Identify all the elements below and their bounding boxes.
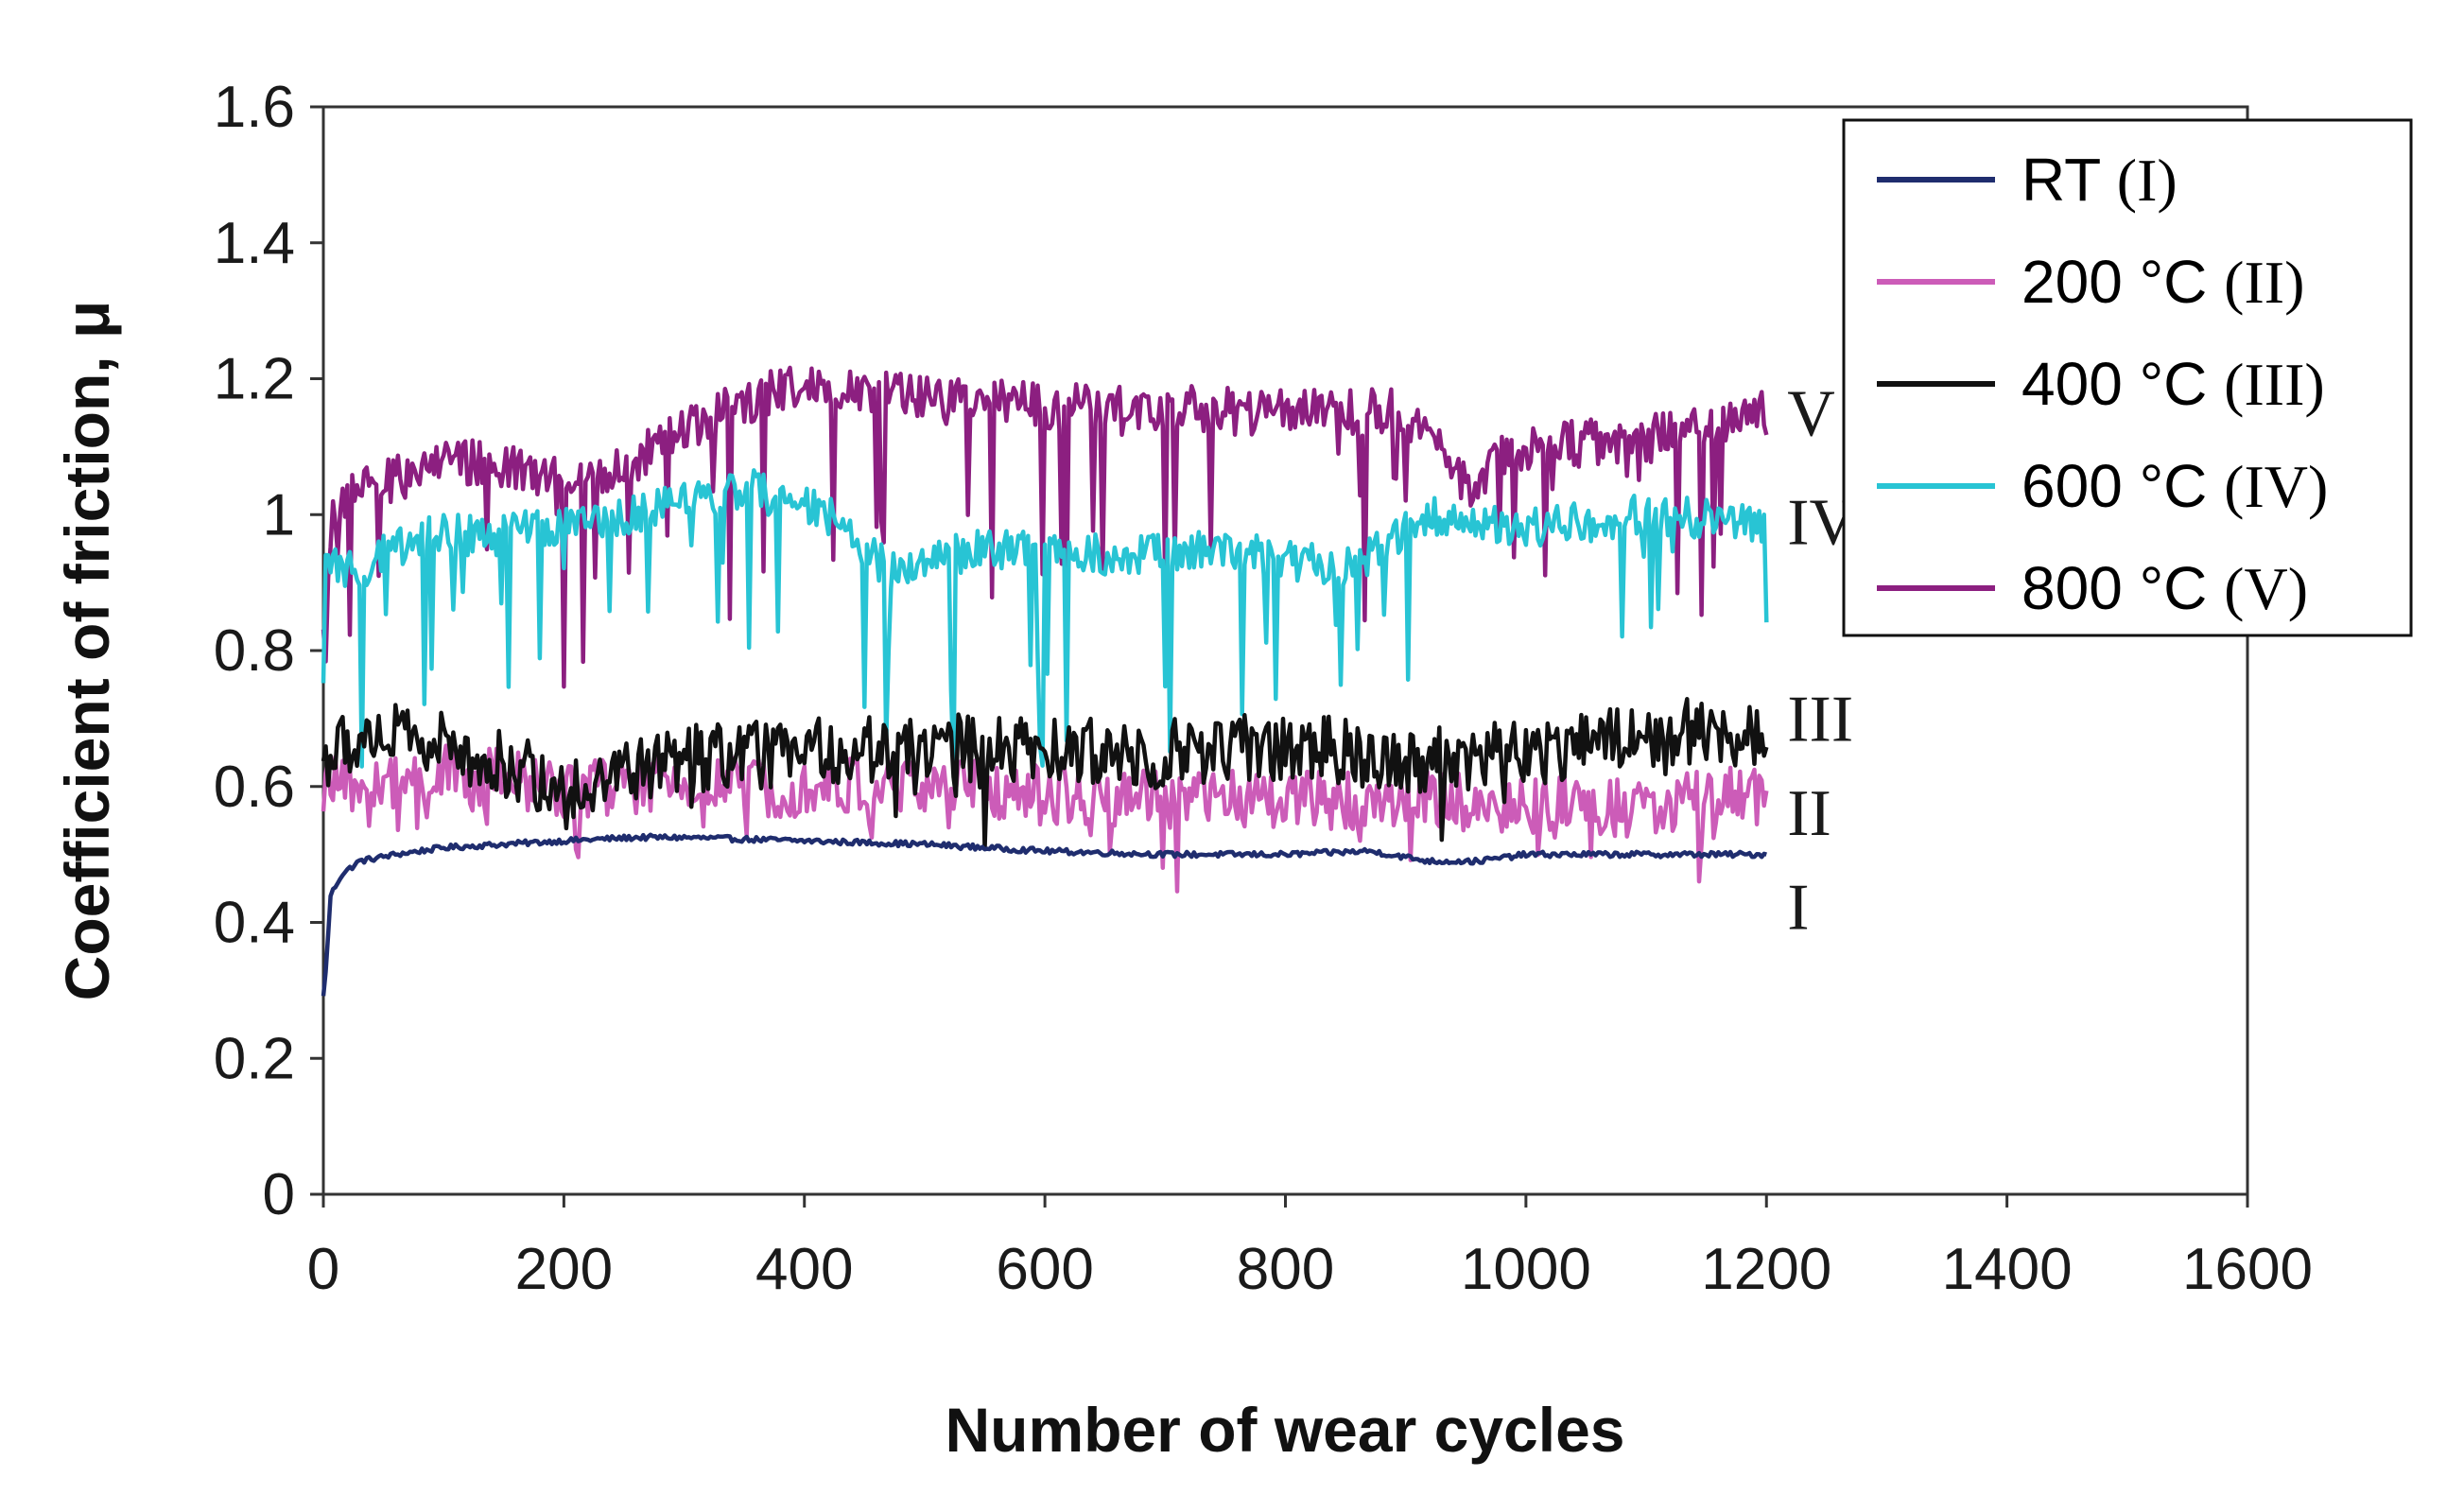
y-tick-label: 0.2 — [214, 1026, 295, 1091]
x-tick-label: 200 — [515, 1237, 613, 1302]
legend-label-1: RT (I) — [2022, 146, 2178, 214]
y-tick-label: 1.4 — [214, 211, 295, 276]
y-tick-label: 0.8 — [214, 618, 295, 684]
curve-label-1: I — [1787, 872, 1809, 945]
legend: RT (I) 200 °C (II) 400 °C (III) 600 °C (IV)… — [1842, 118, 2413, 637]
legend-label-3: 400 °C (III) — [2022, 350, 2325, 418]
curve-label-2: II — [1787, 777, 1831, 850]
y-tick-label: 1.6 — [214, 75, 295, 140]
y-tick-label: 1.2 — [214, 347, 295, 412]
x-tick-label: 1200 — [1701, 1237, 1831, 1302]
x-tick-label: 600 — [996, 1237, 1093, 1302]
y-axis-title: Coefficient of friction, μ — [52, 301, 122, 1001]
legend-box — [1842, 118, 2413, 637]
y-tick-label: 0.4 — [214, 891, 295, 956]
curve-label-5: V — [1787, 377, 1835, 450]
x-tick-label: 1000 — [1461, 1237, 1591, 1302]
curve-label-3: III — [1787, 683, 1853, 756]
x-tick-label: 800 — [1237, 1237, 1334, 1302]
legend-label-4: 600 °C (IV) — [2022, 452, 2328, 520]
x-axis: 0 200 400 600 800 1000 1200 1400 1600 — [307, 1194, 2313, 1302]
series-layer — [321, 365, 1769, 997]
legend-label-5: 800 °C (V) — [2022, 554, 2308, 622]
x-tick-label: 400 — [755, 1237, 853, 1302]
x-tick-label: 1400 — [1942, 1237, 2073, 1302]
x-tick-label: 0 — [307, 1237, 339, 1302]
y-tick-label: 0.6 — [214, 755, 295, 820]
legend-label-2: 200 °C (II) — [2022, 248, 2304, 316]
series-line-4 — [321, 468, 1769, 770]
series-line-3 — [321, 697, 1769, 851]
y-axis: 0 0.2 0.4 0.6 0.8 1 1.2 1.4 1.6 — [214, 75, 323, 1227]
x-axis-title: Number of wear cycles — [946, 1395, 1625, 1465]
x-tick-label: 1600 — [2182, 1237, 2313, 1302]
y-tick-label: 1 — [263, 482, 295, 547]
series-line-5 — [321, 365, 1769, 689]
y-tick-label: 0 — [263, 1162, 295, 1227]
series-line-1 — [321, 832, 1767, 997]
